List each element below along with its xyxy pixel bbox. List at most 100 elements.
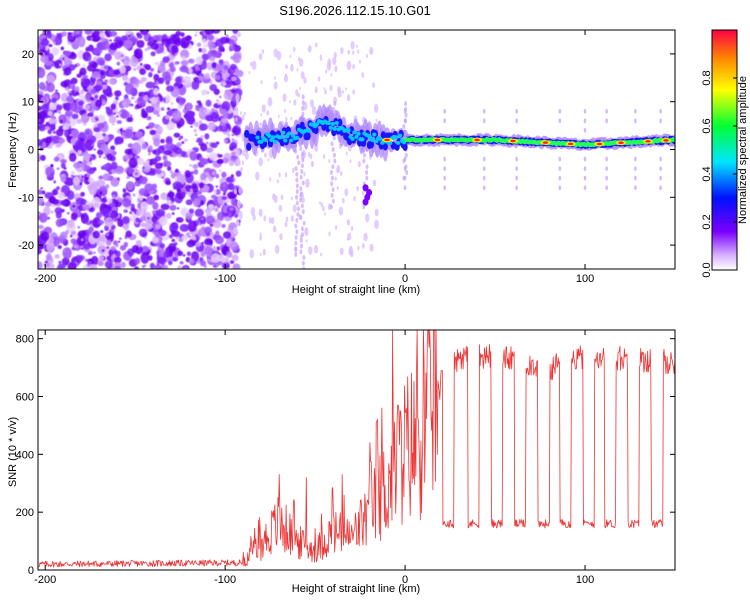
spectrogram-noise-blob (106, 246, 110, 249)
spectrogram-faint-blob (322, 153, 326, 159)
colorbar-axis: 0.0 0.2 0.4 0.6 0.8 (701, 70, 737, 278)
spectrogram-streak (294, 246, 298, 252)
spectrogram-noise-blob (110, 161, 118, 170)
spectrogram-faint-blob (255, 171, 260, 181)
spectrogram-faint-blob (361, 190, 365, 196)
spectrogram-noise-blob (209, 56, 215, 62)
spectrogram-noise-blob (148, 71, 153, 78)
spectrogram-spike (403, 156, 407, 162)
spectrogram-noise-blob (178, 238, 184, 243)
spectrogram-noise-blob (172, 110, 182, 122)
spectrogram-faint-blob (363, 232, 368, 242)
spectrogram-hotspot-core (474, 138, 480, 142)
spectrogram-noise-blob (126, 176, 130, 179)
spectrogram-track (380, 131, 386, 140)
spectrogram-noise-blob (226, 251, 233, 258)
spectrogram-faint-blob (238, 186, 243, 195)
spectrogram-noise-blob (121, 198, 132, 208)
spectrogram-faint-blob (235, 117, 238, 122)
spectrogram-noise-blob (223, 70, 227, 74)
spectrogram-noise-blob (225, 34, 229, 38)
spectrogram-noise-blob (125, 230, 132, 238)
spectrogram-noise-blob (139, 176, 148, 185)
spectrogram-noise-blob (187, 67, 193, 74)
spectrogram-noise-blob (199, 200, 205, 206)
spectrogram-noise-blob (212, 245, 217, 252)
snr-xtick-label: 100 (576, 574, 594, 586)
spectrogram-spike (605, 108, 608, 114)
spectrogram-noise-blob (109, 210, 119, 219)
spectrogram-streak (297, 206, 301, 212)
spectrogram-noise-blob (134, 172, 139, 176)
spectrogram-noise-blob (204, 238, 213, 246)
spectrogram-noise-blob (123, 241, 129, 248)
spectrogram-noise-blob (177, 250, 184, 257)
spectrogram-noise-blob (169, 204, 177, 211)
spectrogram-noise-blob (74, 86, 80, 93)
snr-ytick-label: 0 (28, 565, 34, 577)
spectrogram-faint-blob (295, 89, 299, 96)
spectrogram-noise-blob (198, 75, 206, 82)
spectrogram-noise-blob (53, 180, 57, 184)
spectrogram-noise-blob (98, 175, 104, 180)
spectrogram-noise-blob (139, 62, 143, 66)
spectrogram-noise-blob (122, 74, 128, 81)
spectrogram-noise-blob (128, 157, 138, 169)
spectrogram-streak (300, 243, 304, 249)
spectrogram-noise-blob (234, 116, 243, 126)
spectrogram-faint-blob (279, 233, 283, 241)
spectrogram-noise-blob (94, 131, 103, 140)
spectrogram-noise-blob (97, 114, 106, 123)
spectrogram-faint-blob (375, 118, 378, 123)
spectrogram-noise-blob (235, 170, 242, 177)
spectrogram-noise-blob (221, 48, 225, 52)
spectrogram-noise-blob (52, 131, 57, 134)
spectrogram-noise-blob (167, 260, 173, 266)
spectrogram-faint-blob (334, 225, 338, 230)
spectrogram-noise-blob (159, 46, 164, 53)
spectrogram-noise-blob (82, 79, 90, 88)
spectrogram-noise-blob (70, 170, 75, 175)
spectrogram-noise-blob (170, 101, 174, 106)
spectrogram-noise-blob (224, 138, 229, 143)
spectrogram-noise-blob (103, 65, 108, 70)
spectrogram-noise-blob (227, 212, 233, 218)
spectrogram-faint-blob (274, 244, 280, 254)
spectrogram-noise-blob (194, 180, 198, 183)
spectrogram-faint-blob (334, 176, 337, 181)
spectrogram-faint-blob (274, 76, 276, 81)
spectrogram-noise-blob (203, 34, 207, 38)
spectrogram-noise-blob (203, 226, 213, 234)
spectrogram-noise-blob (214, 230, 220, 236)
spectrogram-noise-blob (198, 120, 203, 125)
spectrogram-spike (482, 118, 486, 124)
spectrogram-noise-blob (222, 192, 226, 196)
spectrogram-noise-blob (147, 255, 153, 261)
spectrogram-noise-blob (92, 217, 102, 229)
spectrogram-noise-blob (124, 72, 129, 75)
spectrogram-noise-blob (216, 246, 220, 251)
spectrogram-noise-blob (200, 251, 206, 258)
spectrogram-faint-blob (358, 59, 361, 64)
spectrogram-streak (295, 177, 299, 183)
spectrogram-faint-blob (332, 56, 337, 66)
spectrogram-noise-blob (104, 260, 113, 269)
spectrogram-faint-blob (347, 49, 350, 55)
spectrogram-faint-blob (241, 114, 245, 121)
spectrogram-noise-blob (101, 84, 108, 90)
spectrogram-noise-blob (191, 183, 197, 189)
spectrogram-noise-blob (208, 152, 218, 161)
spectrogram-noise-blob (132, 48, 136, 51)
spectrogram-noise-blob (127, 167, 134, 175)
spectrogram-noise-blob (114, 90, 122, 97)
spectrogram-noise-blob (220, 70, 231, 79)
spectrogram-noise-blob (185, 102, 193, 111)
spectrogram-noise-blob (63, 67, 72, 76)
spectrogram-noise-blob (80, 178, 85, 182)
spectrogram-noise-blob (132, 77, 140, 85)
spectrogram-spike (659, 166, 662, 172)
spectrogram-noise-blob (209, 84, 218, 92)
spectrogram-noise-blob (102, 164, 108, 170)
spectrogram-noise-blob (125, 30, 132, 36)
spectrogram-noise-blob (135, 157, 145, 165)
